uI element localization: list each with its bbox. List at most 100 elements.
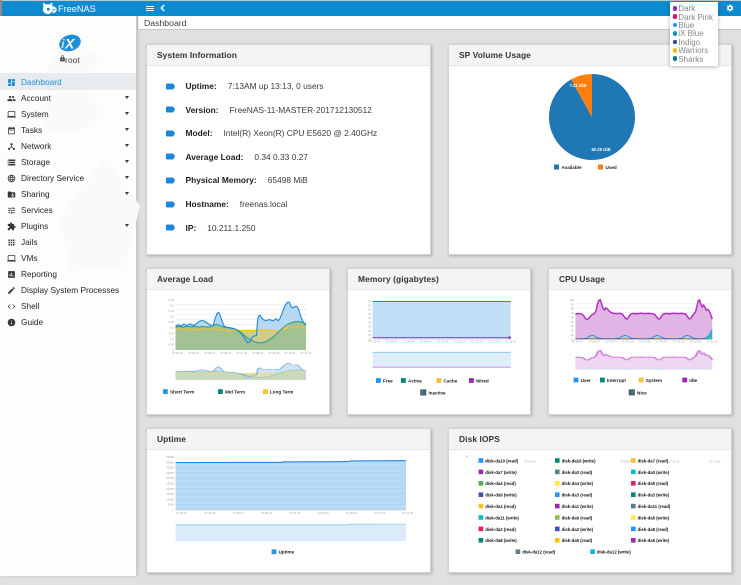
svg-text:36: 36 xyxy=(368,329,372,333)
svg-text:M: M xyxy=(466,455,469,459)
svg-text:disk-da6 (read): disk-da6 (read) xyxy=(562,515,593,520)
svg-text:Used: Used xyxy=(606,165,617,170)
svg-text:15000: 15000 xyxy=(166,492,174,496)
svg-text:0.05: 0.05 xyxy=(169,342,175,346)
svg-text:7.21 GiB: 7.21 GiB xyxy=(570,83,587,88)
svg-text:07:06:24: 07:06:24 xyxy=(261,511,272,515)
svg-text:07:06:24: 07:06:24 xyxy=(420,340,431,344)
svg-text:20000: 20000 xyxy=(166,487,174,491)
svg-text:System: System xyxy=(646,378,662,383)
svg-text:07:04:24: 07:04:24 xyxy=(589,340,600,344)
svg-text:45000: 45000 xyxy=(166,460,174,464)
svg-text:82.29 GiB: 82.29 GiB xyxy=(591,147,610,152)
svg-text:disk-da3 (read): disk-da3 (read) xyxy=(562,493,593,498)
svg-text:07:09:24: 07:09:24 xyxy=(621,460,632,464)
svg-text:disk-da9 (write): disk-da9 (write) xyxy=(485,493,517,498)
svg-text:07:08:24: 07:08:24 xyxy=(454,340,465,344)
svg-text:52: 52 xyxy=(368,312,372,316)
svg-text:disk-da2 (write): disk-da2 (write) xyxy=(562,527,594,532)
svg-text:07:10:24: 07:10:24 xyxy=(488,340,499,344)
svg-text:60: 60 xyxy=(368,303,372,307)
svg-text:40: 40 xyxy=(368,325,372,329)
svg-text:07:11:24: 07:11:24 xyxy=(669,460,680,464)
svg-text:07:05:24: 07:05:24 xyxy=(233,511,244,515)
svg-text:0.45: 0.45 xyxy=(169,298,175,302)
svg-text:disk-da5 (write): disk-da5 (write) xyxy=(638,538,670,543)
svg-text:07:13:24: 07:13:24 xyxy=(710,460,721,464)
svg-text:70: 70 xyxy=(571,311,575,315)
svg-text:0.15: 0.15 xyxy=(169,331,175,335)
svg-text:40000: 40000 xyxy=(166,466,174,470)
svg-text:07:07:24: 07:07:24 xyxy=(639,340,650,344)
svg-text:07:07:24: 07:07:24 xyxy=(437,340,448,344)
svg-text:28: 28 xyxy=(368,337,372,341)
svg-text:disk-da8 (write): disk-da8 (write) xyxy=(485,538,517,543)
svg-text:20: 20 xyxy=(571,333,575,337)
svg-text:07:07:24: 07:07:24 xyxy=(236,351,247,355)
svg-text:disk-da11 (write): disk-da11 (write) xyxy=(485,515,519,520)
svg-text:10000: 10000 xyxy=(166,497,174,501)
svg-text:50: 50 xyxy=(571,320,575,324)
svg-text:disk-da7 (read): disk-da7 (read) xyxy=(638,458,669,463)
svg-text:Active: Active xyxy=(408,378,422,383)
svg-text:FreeNAS: FreeNAS xyxy=(58,4,96,14)
svg-text:07:07:24: 07:07:24 xyxy=(289,511,300,515)
svg-text:disk-da8 (read): disk-da8 (read) xyxy=(638,527,669,532)
svg-text:07:05:24: 07:05:24 xyxy=(525,460,536,464)
svg-text:disk-da1 (write): disk-da1 (write) xyxy=(562,504,594,509)
svg-text:0.35: 0.35 xyxy=(169,309,175,313)
svg-text:07:11:24: 07:11:24 xyxy=(505,340,516,344)
svg-text:Available: Available xyxy=(562,165,582,170)
svg-text:07:03:24: 07:03:24 xyxy=(176,511,187,515)
svg-text:44: 44 xyxy=(368,320,372,324)
svg-text:Wired: Wired xyxy=(476,378,489,383)
svg-text:0: 0 xyxy=(172,508,174,512)
svg-text:Uptime: Uptime xyxy=(279,550,295,555)
svg-text:07:03:24: 07:03:24 xyxy=(572,340,583,344)
svg-text:i: i xyxy=(61,37,65,51)
svg-text:0: 0 xyxy=(172,348,174,352)
svg-text:disk-da10 (read): disk-da10 (read) xyxy=(485,458,519,463)
svg-text:Idle: Idle xyxy=(689,378,697,383)
svg-text:0.25: 0.25 xyxy=(169,320,175,324)
svg-text:07:11:24: 07:11:24 xyxy=(403,511,414,515)
svg-text:25000: 25000 xyxy=(166,482,174,486)
svg-text:30000: 30000 xyxy=(166,476,174,480)
svg-text:07:05:24: 07:05:24 xyxy=(403,340,414,344)
svg-text:disk-da12 (read): disk-da12 (read) xyxy=(522,550,556,555)
svg-text:48: 48 xyxy=(368,316,372,320)
svg-text:07:04:24: 07:04:24 xyxy=(188,351,199,355)
svg-text:disk-da0 (write): disk-da0 (write) xyxy=(638,470,670,475)
svg-text:disk-da3 (write): disk-da3 (write) xyxy=(638,493,670,498)
svg-text:60: 60 xyxy=(571,316,575,320)
svg-text:Mid Term: Mid Term xyxy=(225,389,245,394)
svg-text:07:10:24: 07:10:24 xyxy=(284,351,295,355)
svg-text:0.4: 0.4 xyxy=(170,304,174,308)
svg-text:07:03:24: 07:03:24 xyxy=(172,351,183,355)
svg-text:07:10:24: 07:10:24 xyxy=(374,511,385,515)
svg-text:35000: 35000 xyxy=(166,471,174,475)
svg-text:07:11:24: 07:11:24 xyxy=(301,351,312,355)
svg-text:Inactive: Inactive xyxy=(429,390,447,395)
svg-text:07:07:24: 07:07:24 xyxy=(573,460,584,464)
svg-text:disk-da2 (read): disk-da2 (read) xyxy=(485,527,516,532)
svg-text:disk-da7 (write): disk-da7 (write) xyxy=(485,470,517,475)
svg-text:07:08:24: 07:08:24 xyxy=(252,351,263,355)
svg-text:07:11:24: 07:11:24 xyxy=(707,340,718,344)
svg-text:Short Term: Short Term xyxy=(170,389,194,394)
svg-text:50000: 50000 xyxy=(166,455,174,459)
svg-text:07:08:24: 07:08:24 xyxy=(318,511,329,515)
svg-text:Cache: Cache xyxy=(444,378,458,383)
svg-text:Nice: Nice xyxy=(637,390,647,395)
svg-text:07:08:24: 07:08:24 xyxy=(656,340,667,344)
svg-text:0.2: 0.2 xyxy=(170,326,174,330)
svg-text:Long Term: Long Term xyxy=(270,389,293,394)
svg-text:07:06:24: 07:06:24 xyxy=(623,340,634,344)
svg-text:User: User xyxy=(581,378,591,383)
svg-text:07:09:24: 07:09:24 xyxy=(673,340,684,344)
svg-text:07:03:24: 07:03:24 xyxy=(369,340,380,344)
svg-text:10: 10 xyxy=(571,337,575,341)
svg-text:0.1: 0.1 xyxy=(170,337,174,341)
svg-text:disk-da4 (write): disk-da4 (write) xyxy=(562,481,594,486)
svg-text:Free: Free xyxy=(383,378,393,383)
